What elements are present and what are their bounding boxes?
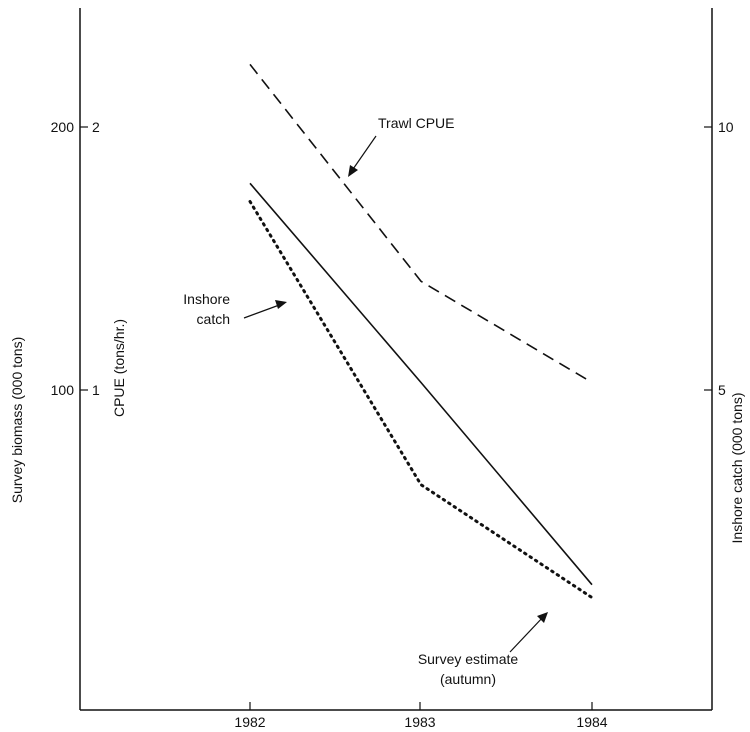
- x-tick-label-1982: 1982: [234, 714, 265, 730]
- x-tick-label-1984: 1984: [576, 714, 607, 730]
- tick-marks: [80, 126, 712, 710]
- annotation-survey-line1: Survey estimate: [418, 651, 519, 667]
- annotation-survey-line2: (autumn): [440, 671, 496, 687]
- annotation-trawl-arrow-shaft: [350, 135, 377, 173]
- annotation-trawl-arrow-head: [348, 165, 358, 177]
- annotation-inshore-arrow-head: [275, 300, 287, 309]
- series-trawl-cpue-line: [249, 63, 593, 384]
- left-outer-tick-label-200: 200: [51, 119, 75, 135]
- series-lines: [248, 63, 594, 600]
- annotation-inshore-line1: Inshore: [183, 291, 230, 307]
- series-survey-estimate-line: [249, 182, 593, 586]
- left-inner-tick-label-2: 2: [92, 119, 100, 135]
- left-inner-axis-title: CPUE (tons/hr.): [111, 319, 127, 417]
- annotation-trawl-cpue: Trawl CPUE: [378, 115, 455, 131]
- annotation-survey-arrow-head: [537, 612, 548, 623]
- axis-titles: Survey biomass (000 tons) CPUE (tons/hr.…: [9, 319, 745, 544]
- left-outer-tick-label-100: 100: [51, 382, 75, 398]
- right-axis-title: Inshore catch (000 tons): [729, 393, 745, 544]
- tick-labels: 1982 1983 1984 200 100 2 1 10 5: [51, 119, 734, 730]
- annotation-survey-arrow-shaft: [509, 615, 545, 653]
- annotations: Trawl CPUE Inshore catch Survey estimate…: [183, 115, 548, 687]
- x-tick-label-1983: 1983: [404, 714, 435, 730]
- right-tick-label-10: 10: [718, 119, 734, 135]
- annotation-inshore-line2: catch: [197, 311, 230, 327]
- right-tick-label-5: 5: [718, 382, 726, 398]
- plot-frame: [79, 8, 713, 711]
- left-outer-axis-title: Survey biomass (000 tons): [9, 337, 25, 504]
- series-inshore-catch-line: [248, 200, 594, 600]
- annotation-inshore-arrow-shaft: [243, 303, 283, 319]
- left-inner-tick-label-1: 1: [92, 382, 100, 398]
